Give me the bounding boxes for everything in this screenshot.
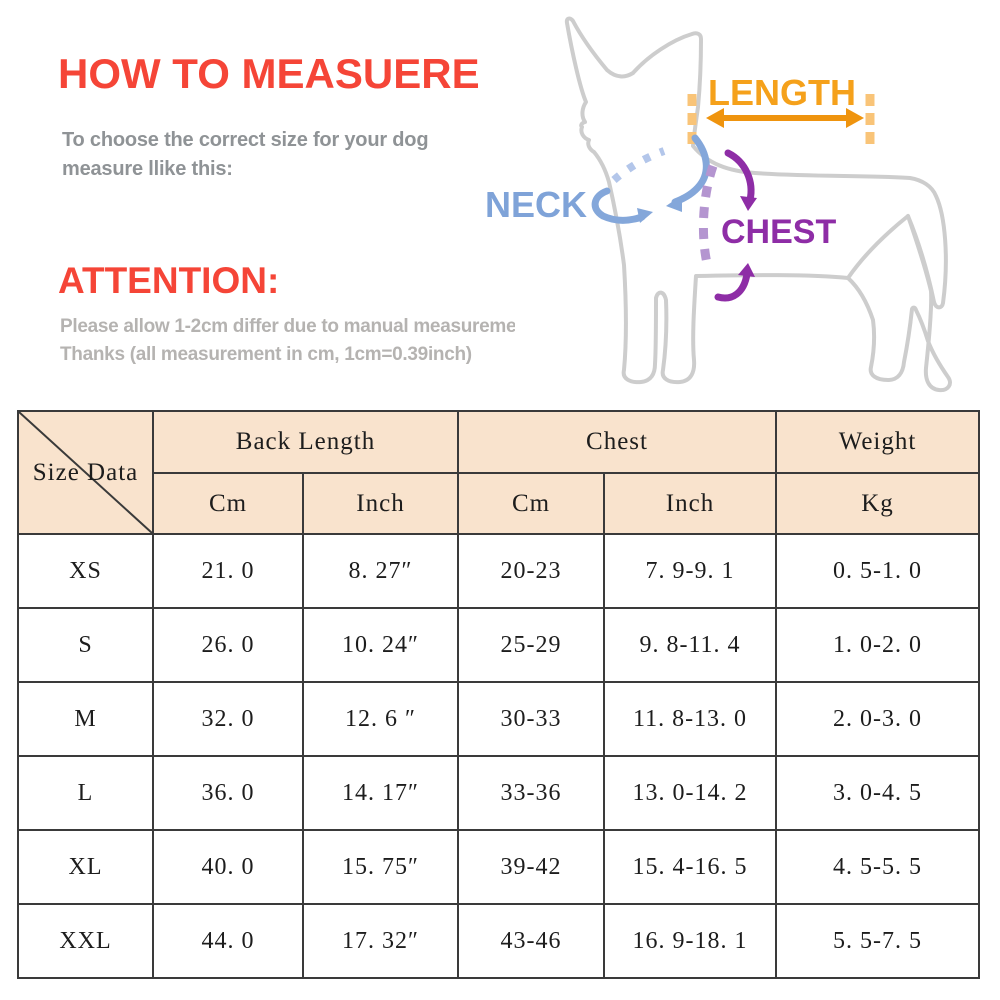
table-cell: 15. 75″ — [302, 829, 459, 905]
table-cell: 14. 17″ — [302, 755, 459, 831]
table-cell: 9. 8-11. 4 — [602, 607, 778, 683]
table-cell: 25-29 — [457, 607, 605, 683]
table-cell: 21. 0 — [152, 533, 304, 609]
length-arrow-head-right — [846, 108, 864, 128]
table-header-row-groups: Size Data Back Length Chest Weight — [17, 410, 981, 535]
table-cell: 40. 0 — [152, 829, 304, 905]
table-row: L 36. 0 14. 17″ 33-36 13. 0-14. 2 3. 0-4… — [17, 755, 981, 831]
size-table: Size Data Back Length Chest Weight Cm In… — [17, 410, 981, 979]
table-row: M 32. 0 12. 6 ″ 30-33 11. 8-13. 0 2. 0-3… — [17, 681, 981, 757]
table-cell: 30-33 — [457, 681, 605, 757]
chest-dashed-line — [698, 164, 718, 270]
table-header-row-units: Cm Inch Cm Inch Kg — [18, 472, 981, 535]
how-to-subtitle: To choose the correct size for your dog … — [62, 126, 429, 184]
header-back-cm: Cm — [152, 472, 304, 535]
table-row: XS 21. 0 8. 27″ 20-23 7. 9-9. 1 0. 5-1. … — [17, 533, 981, 609]
size-cell: XS — [17, 533, 154, 609]
table-cell: 0. 5-1. 0 — [775, 533, 981, 609]
table-cell: 17. 32″ — [302, 903, 459, 979]
header-chest: Chest — [456, 410, 778, 474]
table-cell: 3. 0-4. 5 — [775, 755, 981, 831]
table-cell: 16. 9-18. 1 — [602, 903, 778, 979]
chest-arrow-upper — [724, 149, 755, 204]
corner-label: Size Data — [32, 458, 139, 486]
dog-outline — [564, 16, 952, 393]
table-cell: 11. 8-13. 0 — [602, 681, 778, 757]
table-cell: 8. 27″ — [302, 533, 459, 609]
header-weight-kg: Kg — [775, 472, 981, 535]
attention-line2: Thanks (all measurement in cm, 1cm=0.39i… — [60, 344, 472, 365]
table-cell: 13. 0-14. 2 — [602, 755, 778, 831]
page-title: HOW TO MEASUERE — [58, 50, 480, 97]
table-row: S 26. 0 10. 24″ 25-29 9. 8-11. 4 1. 0-2.… — [17, 607, 981, 683]
corner-cell: Size Data — [17, 410, 154, 535]
table-cell: 33-36 — [457, 755, 605, 831]
neck-arrow-lower — [591, 187, 646, 224]
how-to-subtitle-line1: To choose the correct size for your dog — [62, 129, 429, 151]
size-cell: XXL — [17, 903, 154, 979]
header-back-inch: Inch — [302, 472, 459, 535]
table-cell: 7. 9-9. 1 — [602, 533, 778, 609]
neck-arrow-upper-head — [666, 195, 682, 212]
chest-arrow-lower — [714, 270, 751, 302]
how-to-subtitle-line2: measure llike this: — [62, 158, 233, 180]
table-cell: 44. 0 — [152, 903, 304, 979]
header-weight: Weight — [775, 410, 981, 474]
table-cell: 43-46 — [457, 903, 605, 979]
table-cell: 39-42 — [457, 829, 605, 905]
neck-dotted-line — [611, 147, 666, 184]
chest-arrow-upper-head — [740, 196, 757, 211]
attention-title: ATTENTION: — [58, 260, 280, 301]
table-cell: 2. 0-3. 0 — [775, 681, 981, 757]
header-chest-inch: Inch — [602, 472, 778, 535]
header-chest-cm: Cm — [457, 472, 605, 535]
measure-diagram: LENGTH NECK CHEST — [485, 16, 952, 393]
size-cell: S — [17, 607, 154, 683]
table-cell: 20-23 — [457, 533, 605, 609]
dog-thigh-line — [846, 214, 910, 280]
table-cell: 15. 4-16. 5 — [602, 829, 778, 905]
attention-text: Please allow 1-2cm differ due to manual … — [60, 313, 515, 369]
length-label: LENGTH — [708, 72, 856, 113]
table-cell: 1. 0-2. 0 — [775, 607, 981, 683]
size-cell: L — [17, 755, 154, 831]
table-cell: 5. 5-7. 5 — [775, 903, 981, 979]
corner-diagonal-line — [19, 412, 152, 533]
neck-arrow-upper — [671, 134, 710, 206]
neck-arrow-lower-head — [637, 208, 653, 223]
table-cell: 10. 24″ — [302, 607, 459, 683]
table-row: XXL 44. 0 17. 32″ 43-46 16. 9-18. 1 5. 5… — [17, 903, 981, 979]
table-row: XL 40. 0 15. 75″ 39-42 15. 4-16. 5 4. 5-… — [17, 829, 981, 905]
header-back-length: Back Length — [152, 410, 459, 474]
size-cell: XL — [17, 829, 154, 905]
size-cell: M — [17, 681, 154, 757]
table-cell: 36. 0 — [152, 755, 304, 831]
chest-label: CHEST — [721, 213, 836, 251]
table-cell: 4. 5-5. 5 — [775, 829, 981, 905]
table-cell: 32. 0 — [152, 681, 304, 757]
table-cell: 12. 6 ″ — [302, 681, 459, 757]
attention-line1: Please allow 1-2cm differ due to manual … — [60, 316, 515, 337]
table-cell: 26. 0 — [152, 607, 304, 683]
length-arrow-head-left — [706, 108, 724, 128]
neck-label: NECK — [485, 184, 587, 225]
chest-arrow-lower-head — [738, 263, 755, 277]
